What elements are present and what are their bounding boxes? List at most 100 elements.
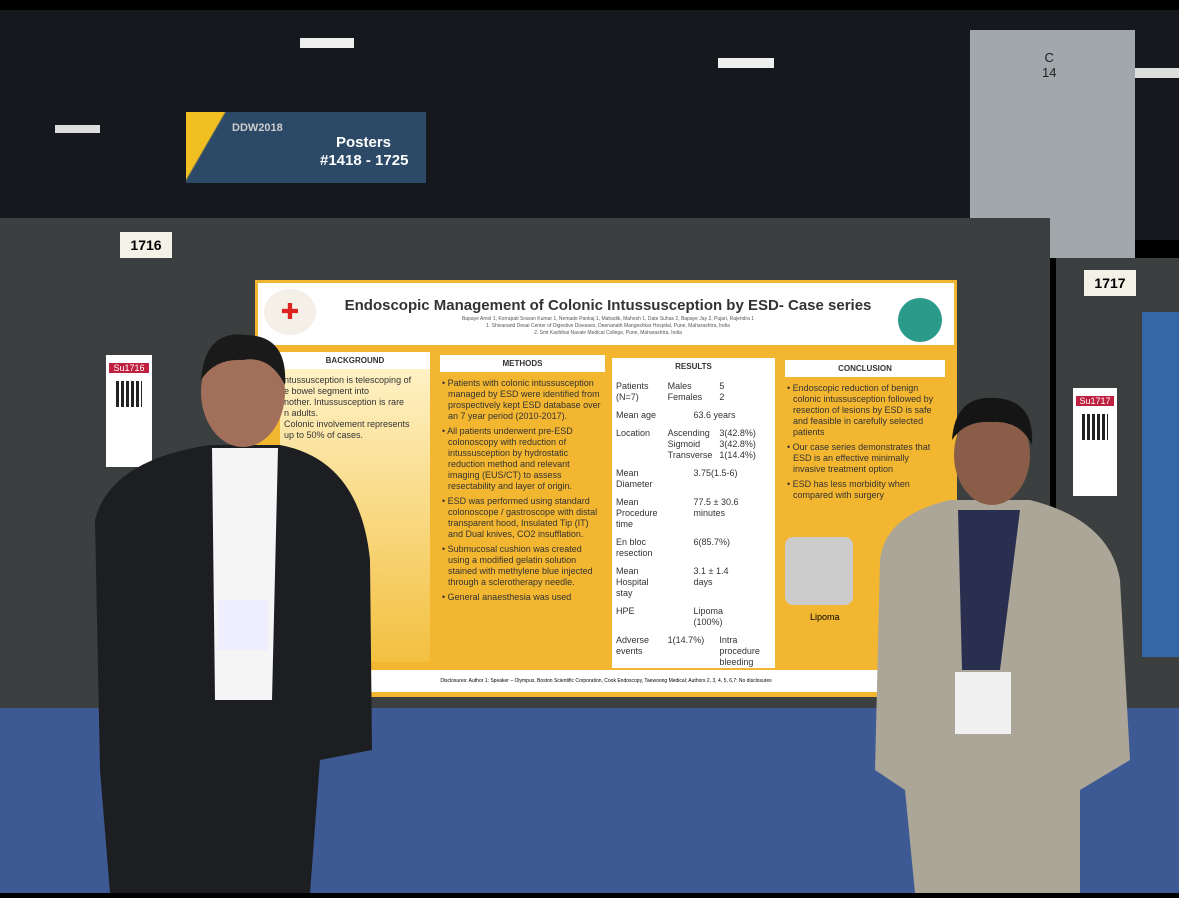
cell-line: Males xyxy=(667,381,692,391)
bullet: • ESD has less morbidity when compared w… xyxy=(787,479,910,500)
result-cell: 63.6 years xyxy=(694,410,772,421)
result-cell: Mean Hospital stay xyxy=(616,566,694,599)
bullet: • Endoscopic reduction of benign colonic… xyxy=(787,383,934,437)
cell-line: Adverse xyxy=(616,635,650,645)
section-heading: METHODS xyxy=(440,355,605,372)
cell-line: procedure xyxy=(719,646,760,656)
result-cell: 1(14.7%) xyxy=(668,635,720,668)
cell-line: (N=7) xyxy=(616,392,639,402)
result-cell: 3(42.8%) 3(42.8%) 1(14.4%) xyxy=(719,428,771,461)
banner: DDW2018 Posters #1418 - 1725 xyxy=(186,112,426,183)
cell-line: Mean xyxy=(616,566,639,576)
cell-line: Procedure xyxy=(616,508,658,518)
result-row: Adverse events 1(14.7%) Intra procedure bleed… xyxy=(616,635,771,668)
cell-line: stay xyxy=(616,588,633,598)
methods-section: METHODS • Patients with colonic intussusc… xyxy=(440,355,605,665)
cell-line: 77.5 ± 30.6 xyxy=(693,497,739,507)
cell-line: bleeding xyxy=(719,657,754,667)
cell-line: Location xyxy=(616,428,651,438)
bullet-text: General anaesthesia was used xyxy=(447,592,572,602)
result-row: Mean Diameter 3.75(1.5-6) xyxy=(616,468,771,490)
banner-title: Posters xyxy=(336,134,392,151)
section-heading: RESULTS xyxy=(612,358,775,375)
qr-sign: Su1716 xyxy=(106,355,152,467)
qr-code xyxy=(1082,414,1108,440)
person-right-hair xyxy=(952,397,1033,445)
text-line: n adults. xyxy=(284,408,319,418)
badge xyxy=(955,672,1011,734)
light xyxy=(1135,68,1179,78)
result-cell: Patients (N=7) xyxy=(616,381,668,403)
cell-line: Lipoma xyxy=(693,606,724,616)
person-left-head xyxy=(201,337,285,447)
cell-line: Females xyxy=(667,392,703,402)
cell-line: Patients xyxy=(616,381,649,391)
poster-authors: Bapaye Amol 1, Korrapati Sravan Kumar 1,… xyxy=(461,316,755,336)
board-number: 1716 xyxy=(120,232,172,258)
endoscopy-image xyxy=(785,537,853,605)
result-cell: 6(85.7%) xyxy=(694,537,772,559)
person-right-head xyxy=(954,405,1030,505)
banner-logo: DDW2018 xyxy=(232,122,283,134)
banner-range: #1418 - 1725 xyxy=(320,152,409,169)
conclusion-section: CONCLUSION • Endoscopic reduction of beni… xyxy=(785,360,945,670)
result-row: Patients (N=7) Males Females 5 2 xyxy=(616,381,771,403)
sign-label: Su1716 xyxy=(109,363,149,373)
cell-line: Intra xyxy=(719,635,738,645)
text-line: e bowel segment into xyxy=(284,386,370,396)
poster-header: ✚ Endoscopic Management of Colonic Intus… xyxy=(258,283,954,345)
result-cell: Mean Procedure time xyxy=(616,497,694,530)
cell-line: Mean xyxy=(616,497,639,507)
result-cell: Males Females xyxy=(668,381,720,403)
result-cell: 77.5 ± 30.6 minutes xyxy=(694,497,772,530)
bullet: • Submucosal cushion was created using a… xyxy=(442,544,593,587)
cell-line: 3(42.8%) xyxy=(719,428,756,438)
bullet-text: Endoscopic reduction of benign colonic i… xyxy=(792,383,934,437)
cell-line: Sigmoid xyxy=(667,439,701,449)
result-cell: HPE xyxy=(616,606,694,628)
cell-line: En bloc xyxy=(616,537,647,547)
result-cell: Lipoma (100%) xyxy=(694,606,772,628)
text-line: up to 50% of cases. xyxy=(284,430,364,440)
bullet-text: Submucosal cushion was created using a m… xyxy=(447,544,593,587)
cell-line: 5 xyxy=(719,381,725,391)
text-line: Colonic involvement represents xyxy=(284,419,410,429)
cell-line: resection xyxy=(616,548,653,558)
cell-line: 2 xyxy=(719,392,725,402)
result-cell: Location xyxy=(616,428,668,461)
poster-title: Endoscopic Management of Colonic Intussu… xyxy=(344,297,872,314)
result-cell: Intra procedure bleeding xyxy=(719,635,771,668)
sign-label: Su1717 xyxy=(1076,396,1114,406)
cell-line: 1(14.7%) xyxy=(667,635,705,645)
cell-line: Diameter xyxy=(616,479,653,489)
bullet-text: ESD was performed using standard colonos… xyxy=(447,496,598,539)
cell-line: Transverse xyxy=(667,450,713,460)
results-section: RESULTS Patients (N=7) Males Females 5 2 Mean a… xyxy=(612,358,775,668)
result-row: Mean Procedure time 77.5 ± 30.6 minutes xyxy=(616,497,771,530)
image-caption: Lipoma xyxy=(810,612,840,622)
result-row: HPE Lipoma (100%) xyxy=(616,606,771,628)
board-number: 1717 xyxy=(1084,270,1136,296)
bullet-text: ESD has less morbidity when compared wit… xyxy=(792,479,910,500)
cell-line: 1(14.4%) xyxy=(719,450,756,460)
cell-line: Ascending xyxy=(667,428,710,438)
qr-code xyxy=(116,381,142,407)
poster: ✚ Endoscopic Management of Colonic Intus… xyxy=(255,280,957,697)
cell-line: Mean xyxy=(616,468,639,478)
light xyxy=(55,125,100,133)
qr-sign: Su1717 xyxy=(1073,388,1117,496)
light xyxy=(718,58,774,68)
bullet: • All patients underwent pre-ESD colonos… xyxy=(442,426,573,491)
cell-line: 63.6 years xyxy=(693,410,736,420)
result-row: Mean Hospital stay 3.1 ± 1.4 days xyxy=(616,566,771,599)
logo: ✚ xyxy=(264,289,316,335)
disclosures: Disclosures: Author 1: Speaker – Olympus… xyxy=(258,670,954,692)
text-line: ntussusception is telescoping of xyxy=(284,375,412,385)
person-right-shirt xyxy=(958,510,1020,670)
cell-line: HPE xyxy=(616,606,635,616)
bullet-text: All patients underwent pre-ESD colonosco… xyxy=(447,426,573,491)
cell-line: time xyxy=(616,519,634,529)
